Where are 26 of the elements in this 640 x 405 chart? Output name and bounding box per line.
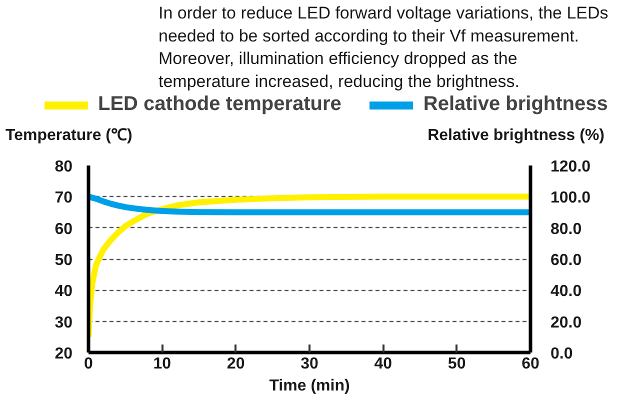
y-tick-label: 80 [54, 158, 73, 176]
legend-label: Relative brightness [423, 93, 608, 116]
y2-tick-label: 60.0 [550, 252, 582, 269]
y-tick-label: 40 [54, 283, 73, 300]
y-tick-label: 60 [54, 220, 73, 238]
x-tick-label: 0 [84, 356, 94, 372]
x-tick-label: 50 [448, 356, 466, 372]
x-tick-label: 10 [153, 356, 172, 372]
y2-tick-label: 40.0 [550, 283, 582, 300]
y2-tick-label: 0.0 [550, 346, 573, 362]
x-tick-label: 60 [522, 356, 540, 372]
y2-tick-label: 80.0 [550, 220, 582, 238]
y2-axis-title: Relative brightness (%) [428, 127, 605, 144]
y-tick-label: 50 [54, 252, 73, 269]
x-tick-label: 40 [374, 356, 392, 372]
y-axis-title: Temperature (℃) [6, 127, 132, 144]
legend-label: LED cathode temperature [98, 93, 342, 116]
text: In order to reduce LED forward voltage variations, the LEDs needed to be sorted according to their Vf measurement. Moreover, illumination efficiency dropped as the temperature increased, reducing the brightness. [158, 4, 608, 91]
y-tick-label: 70 [54, 190, 73, 207]
x-axis-title: Time (min) [269, 378, 350, 394]
y-tick-label: 30 [54, 314, 73, 332]
x-tick-label: 30 [300, 356, 318, 372]
y2-tick-label: 100.0 [550, 190, 591, 207]
x-tick-label: 20 [226, 356, 245, 372]
y2-tick-label: 120.0 [550, 158, 591, 176]
y2-tick-label: 20.0 [550, 314, 582, 332]
